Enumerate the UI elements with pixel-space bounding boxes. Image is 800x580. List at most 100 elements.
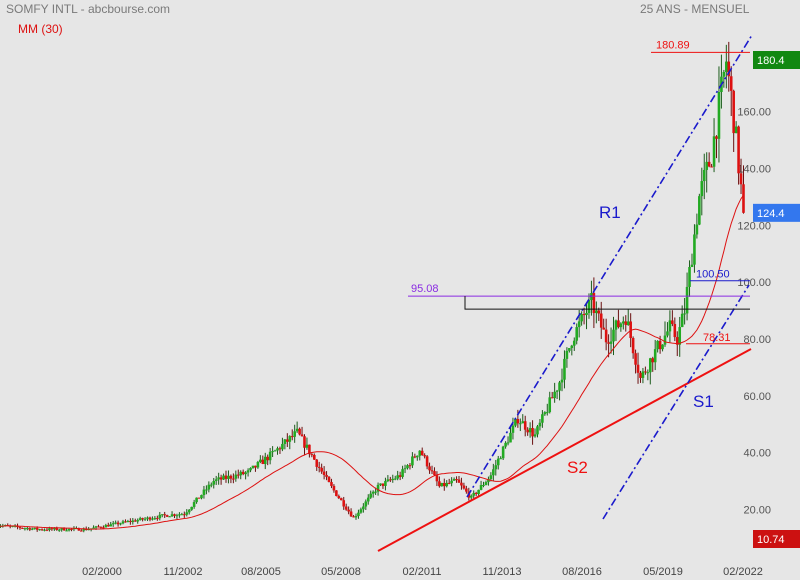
candle-body [133,520,137,522]
candle-body [374,491,377,493]
candle-body [222,475,225,480]
candle-body [501,446,505,459]
candle-body [705,161,708,170]
candle-body [330,482,333,486]
x-tick-label: 11/2002 [164,566,203,578]
candle-body [710,166,713,168]
candle-body [33,527,37,529]
candle-body [442,482,446,487]
candle-body [202,489,206,496]
candle-body [70,528,73,530]
candle-body [254,465,257,468]
candle-body [190,506,193,510]
candle-body [119,523,122,525]
candle-body [229,475,233,479]
candle-body [21,527,24,529]
candle-body [531,428,534,437]
candle-body [543,412,547,415]
candle-body [263,456,267,465]
high-price-badge-bg [753,51,800,69]
x-tick-label: 02/2011 [403,566,442,578]
candle-body [742,184,745,213]
candle-body [131,520,135,522]
y-tick-label: 100.00 [737,277,771,289]
x-tick-label: 08/2016 [562,566,602,578]
candle-body [185,512,189,515]
candle-body [141,518,144,520]
candle-body [158,514,162,519]
candle-body [391,478,395,480]
candle-body [617,320,620,328]
candle-body [183,514,186,516]
candle-body [653,349,657,363]
candle-body [106,525,110,527]
candle-body [278,448,282,450]
candle-body [634,353,637,365]
candle-body [65,530,68,532]
candle-body [430,470,434,472]
candle-body [200,495,203,499]
candle-body [300,434,304,437]
candle-body [658,340,662,350]
candle-body [249,467,252,471]
candle-body [217,477,220,480]
high-price-badge-label: 180.4 [757,55,785,67]
candle-body [494,465,498,470]
candle-body [663,335,667,345]
candle-body [180,514,184,516]
candle-body [496,458,500,466]
candle-body [55,528,59,530]
candle-body [97,526,100,528]
candle-body [354,515,358,518]
candle-body [675,337,679,345]
candle-body [639,372,642,378]
candle-body [224,475,228,479]
candle-body [271,451,274,453]
candle-body [28,528,32,530]
candle-body [114,522,117,524]
candle-body [656,340,659,350]
candle-body [607,342,610,344]
candle-body [580,314,583,322]
resistance-line-r1 [466,34,753,498]
candle-body [516,419,520,424]
candle-body [322,471,326,475]
candle-body [732,90,735,134]
candle-body [251,465,255,468]
x-tick-label: 11/2013 [483,566,522,578]
candle-body [604,329,608,343]
candle-body [484,482,488,485]
candle-body [303,436,306,448]
candle-body [629,321,632,339]
candle-body [396,475,399,479]
candle-body [506,442,510,444]
candle-body [595,310,598,314]
candle-body [668,320,672,332]
candle-body [286,439,289,442]
candle-body [366,497,370,502]
low-price-badge-label: 10.74 [757,534,785,546]
y-tick-label: 80.00 [743,334,771,346]
x-tick-label: 02/2022 [723,566,763,578]
candle-body [244,472,247,475]
candle-body [644,371,647,373]
candle-body [111,523,115,525]
low-price-badge-bg [753,530,800,548]
candle-body [707,161,711,167]
high-level-label: 180.89 [656,39,690,51]
candle-body [666,331,669,336]
candle-body [40,529,44,531]
candle-body [722,71,726,77]
candle-body [205,489,208,491]
candle-body [94,526,98,528]
candle-body [357,512,360,516]
candle-body [472,492,476,496]
candle-body [50,528,54,530]
candle-body [170,514,174,517]
candle-body [425,456,429,467]
candle-body [577,321,581,328]
candle-body [541,414,544,423]
candle-body [129,521,132,523]
candle-body [104,525,108,528]
